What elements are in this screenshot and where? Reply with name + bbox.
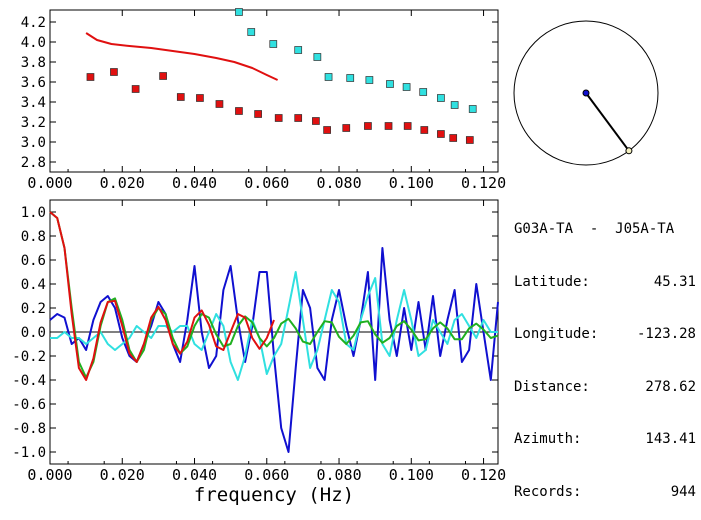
x-tick-label: 0.120 [461,174,506,192]
data-point-red [449,134,458,142]
data-point-red [131,85,140,93]
data-point-red [384,122,393,130]
series-line-blue [49,247,499,453]
y-tick-label: -0.6 [12,397,46,413]
data-point-red [159,72,167,80]
info-value: 278.62 [645,378,696,395]
x-tick-label: 0.080 [316,174,361,192]
top-plot-frame [49,9,499,173]
station-origin-marker [582,89,590,97]
y-tick-label: -1.0 [12,445,46,461]
y-tick-label: 3.0 [21,135,46,151]
series-line-cyan [50,271,498,381]
info-label: Azimuth: [514,431,582,447]
x-tick-label: 0.060 [244,174,289,192]
data-point-cyan [324,73,333,81]
info-value: 45.31 [653,273,696,290]
y-tick-label: 3.6 [21,75,46,91]
x-tick-label: 0.040 [172,174,217,192]
x-tick-label: 0.120 [461,466,506,484]
data-point-cyan [294,46,303,54]
data-point-cyan [419,88,428,96]
data-point-red [215,100,224,108]
data-point-red [323,126,331,134]
info-label: Latitude: [514,273,590,290]
data-point-red [274,114,283,122]
x-tick-label: 0.040 [172,466,217,484]
data-point-red [176,93,185,101]
data-point-cyan [247,28,256,36]
y-tick-label: 3.2 [21,115,46,131]
station-pair-label: G03A-TA - J05A-TA [514,221,675,237]
y-tick-label: 0.2 [21,301,46,317]
data-point-red [254,110,262,118]
y-tick-label: 4.2 [21,15,46,31]
x-axis-title: frequency (Hz) [193,484,355,506]
info-label: Distance: [514,378,590,395]
y-tick-label: 0.4 [21,277,46,293]
data-point-red [312,117,320,125]
data-point-red [196,94,204,102]
y-tick-label: 0.6 [21,253,46,269]
x-tick-label: 0.020 [100,174,145,192]
data-point-red [294,114,303,122]
y-tick-label: 3.4 [21,95,46,111]
y-tick-label: -0.2 [12,349,46,365]
azimuth-circle [513,20,659,166]
y-tick-label: -0.8 [12,421,46,437]
data-point-red [420,126,429,134]
info-row-longitude: Longitude: -123.28 [514,326,696,344]
data-point-cyan [346,74,355,82]
info-value: -123.28 [636,326,696,342]
x-tick-label: 0.100 [389,466,434,484]
y-tick-label: 0.0 [21,325,46,341]
y-tick-label: 4.0 [21,35,46,51]
y-tick-label: -0.4 [12,373,46,389]
data-point-red [86,73,95,81]
series-line-red [49,211,275,381]
info-value: 143.41 [645,431,696,447]
azimuth-line [585,92,630,152]
x-tick-label: 0.000 [27,174,72,192]
data-point-red [437,130,445,138]
data-point-cyan [468,105,477,113]
info-row-latitude: Latitude: 45.31 [514,274,696,292]
info-row-distance: Distance: 278.62 [514,379,696,397]
data-point-cyan [365,76,374,84]
y-tick-label: 1.0 [21,205,46,221]
series-line-red [85,32,279,81]
data-point-red [110,68,118,76]
data-point-cyan [437,94,445,102]
data-point-red [235,107,243,115]
data-point-cyan [450,101,459,109]
info-row-records: Records: 944 [514,484,696,502]
x-tick-label: 0.080 [316,466,361,484]
data-point-red [403,122,412,130]
station-target-marker [625,147,633,155]
data-point-cyan [235,8,243,16]
data-point-red [342,124,351,132]
data-point-cyan [313,53,322,61]
x-tick-label: 0.020 [100,466,145,484]
info-value: 944 [670,483,696,500]
data-point-red [465,136,474,144]
x-tick-label: 0.100 [389,174,434,192]
info-label: Records: [514,483,582,500]
data-point-cyan [402,83,411,91]
info-label: Longitude: [514,326,599,342]
y-tick-label: 0.8 [21,229,46,245]
series-line-green [49,211,499,379]
info-row-azimuth: Azimuth: 143.41 [514,431,696,449]
y-tick-label: 3.8 [21,55,46,71]
data-point-cyan [386,80,394,88]
station-info-panel: G03A-TA - J05A-TA Latitude: 45.31 Longit… [514,186,696,519]
x-tick-label: 0.000 [27,466,72,484]
data-point-red [364,122,372,130]
data-point-cyan [269,40,278,48]
y-tick-label: 2.8 [21,155,46,171]
x-tick-label: 0.060 [244,466,289,484]
